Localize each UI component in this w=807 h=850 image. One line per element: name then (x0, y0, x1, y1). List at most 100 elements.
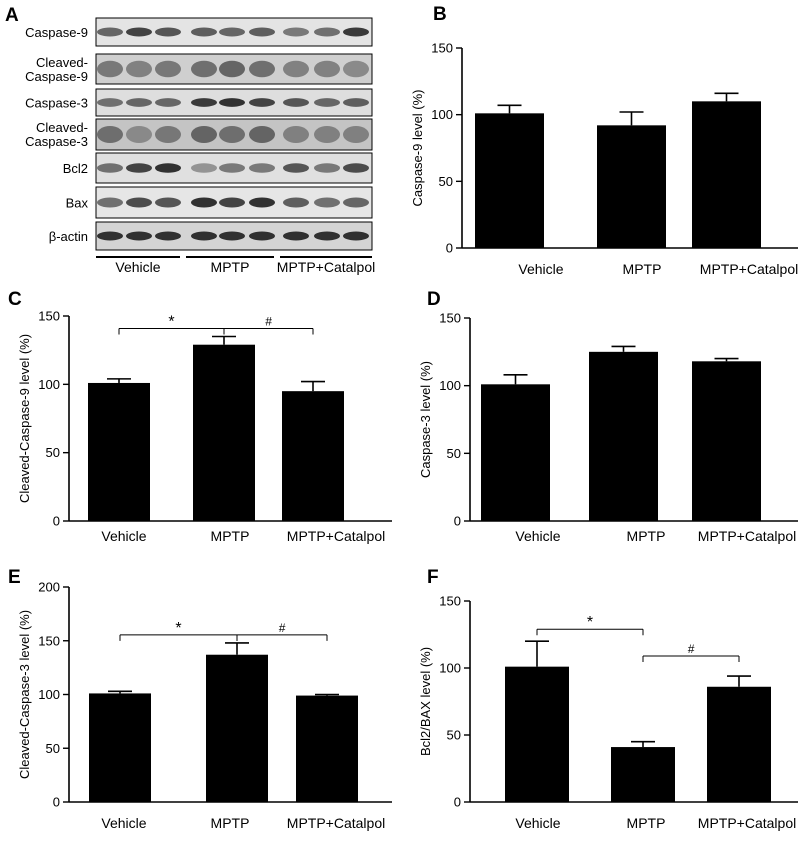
blot-band (126, 60, 152, 78)
x-category-label: MPTP+Catalpol (698, 528, 796, 544)
blot-row-label: Caspase-3 (25, 96, 88, 111)
y-tick-label: 0 (53, 795, 60, 810)
blot-band (126, 27, 152, 37)
blot-band (343, 197, 369, 208)
blot-band (219, 98, 245, 107)
y-tick-label: 50 (447, 446, 461, 461)
y-tick-label: 100 (38, 687, 60, 702)
blot-band (191, 60, 217, 78)
blot-band (314, 231, 340, 241)
blot-band (219, 60, 245, 78)
y-tick-label: 150 (439, 594, 461, 609)
blot-band (343, 98, 369, 107)
chart-panel-f: F 0 50 100 150 Bcl2/BAX level (%) Vehicle MPTP M… (418, 567, 798, 831)
bar (475, 113, 544, 248)
y-tick-label: 150 (38, 309, 60, 324)
x-category-label: MPTP+Catalpol (287, 815, 385, 831)
significance-hash: # (279, 621, 286, 635)
significance-hash: # (688, 642, 695, 656)
y-tick-label: 150 (439, 311, 461, 326)
chart-panel-b: B 0 50 100 150 Caspase-9 level (%) Vehicle MPTP… (410, 4, 798, 277)
blot-band (155, 27, 181, 37)
blot-band (191, 231, 217, 241)
x-category-label: Vehicle (101, 528, 146, 544)
blot-band (97, 125, 123, 144)
y-tick-label: 50 (46, 445, 60, 460)
blot-band (155, 125, 181, 144)
blot-band (219, 231, 245, 241)
y-axis-label: Bcl2/BAX level (%) (418, 647, 433, 756)
x-category-label: MPTP+Catalpol (700, 261, 798, 277)
blot-band (191, 125, 217, 144)
blot-band (126, 98, 152, 107)
y-tick-label: 50 (439, 174, 453, 189)
y-tick-label: 100 (439, 661, 461, 676)
blot-band (219, 27, 245, 37)
x-category-label: Vehicle (515, 815, 560, 831)
blot-band (155, 60, 181, 78)
bar (597, 125, 666, 248)
y-axis-label: Cleaved-Caspase-9 level (%) (17, 334, 32, 503)
y-tick-label: 200 (38, 580, 60, 595)
bar (611, 747, 675, 802)
bar (193, 344, 255, 521)
blot-row-label: Caspase-9 (25, 25, 88, 40)
blot-band (191, 197, 217, 208)
blot-band (97, 60, 123, 78)
y-axis-label: Caspase-3 level (%) (418, 361, 433, 478)
bar (282, 391, 344, 521)
blot-band (219, 197, 245, 208)
y-tick-label: 100 (439, 378, 461, 393)
blot-band (155, 163, 181, 173)
blot-band (314, 197, 340, 208)
blot-band (191, 98, 217, 107)
significance-star: * (175, 620, 181, 637)
bar (707, 686, 771, 802)
blot-band (249, 98, 275, 107)
blot-row-label: β-actin (49, 229, 88, 244)
blot-band (97, 98, 123, 107)
blot-band (191, 27, 217, 37)
blot-band (314, 27, 340, 37)
x-category-label: MPTP (623, 261, 662, 277)
x-category-label: Vehicle (518, 261, 563, 277)
panel-letter-d: D (427, 289, 441, 310)
panel-letter-c: C (8, 289, 22, 310)
blot-band (249, 60, 275, 78)
lane-group-label: MPTP+Catalpol (277, 259, 375, 275)
blot-band (283, 27, 309, 37)
bar (481, 384, 550, 521)
lane-group-label: MPTP (211, 259, 250, 275)
blot-row-label: Bcl2 (63, 161, 88, 176)
y-tick-label: 50 (46, 741, 60, 756)
blot-band (314, 60, 340, 78)
panel-letter-e: E (8, 567, 21, 588)
blot-band (343, 231, 369, 241)
blot-band (126, 197, 152, 208)
blot-band (249, 197, 275, 208)
bar (589, 351, 658, 521)
blot-band (219, 125, 245, 144)
x-category-label: MPTP (627, 528, 666, 544)
blot-band (97, 231, 123, 241)
blot-band (283, 98, 309, 107)
blot-band (126, 125, 152, 144)
blot-band (155, 197, 181, 208)
significance-star: * (587, 614, 593, 631)
significance-hash: # (265, 315, 272, 329)
blot-band (126, 163, 152, 173)
blot-band (343, 163, 369, 173)
blot-band (283, 60, 309, 78)
y-tick-label: 150 (38, 633, 60, 648)
panel-letter-a: A (5, 5, 19, 26)
x-category-label: MPTP (211, 528, 250, 544)
blot-band (97, 163, 123, 173)
y-tick-label: 100 (38, 377, 60, 392)
blot-band (219, 163, 245, 173)
blot-band (191, 163, 217, 173)
blot-band (249, 125, 275, 144)
y-tick-label: 0 (454, 514, 461, 529)
chart-panel-c: C 0 50 100 150 Cleaved-Caspase-9 level (%) Veh… (8, 289, 392, 544)
blot-band (343, 60, 369, 78)
bar (692, 101, 761, 248)
